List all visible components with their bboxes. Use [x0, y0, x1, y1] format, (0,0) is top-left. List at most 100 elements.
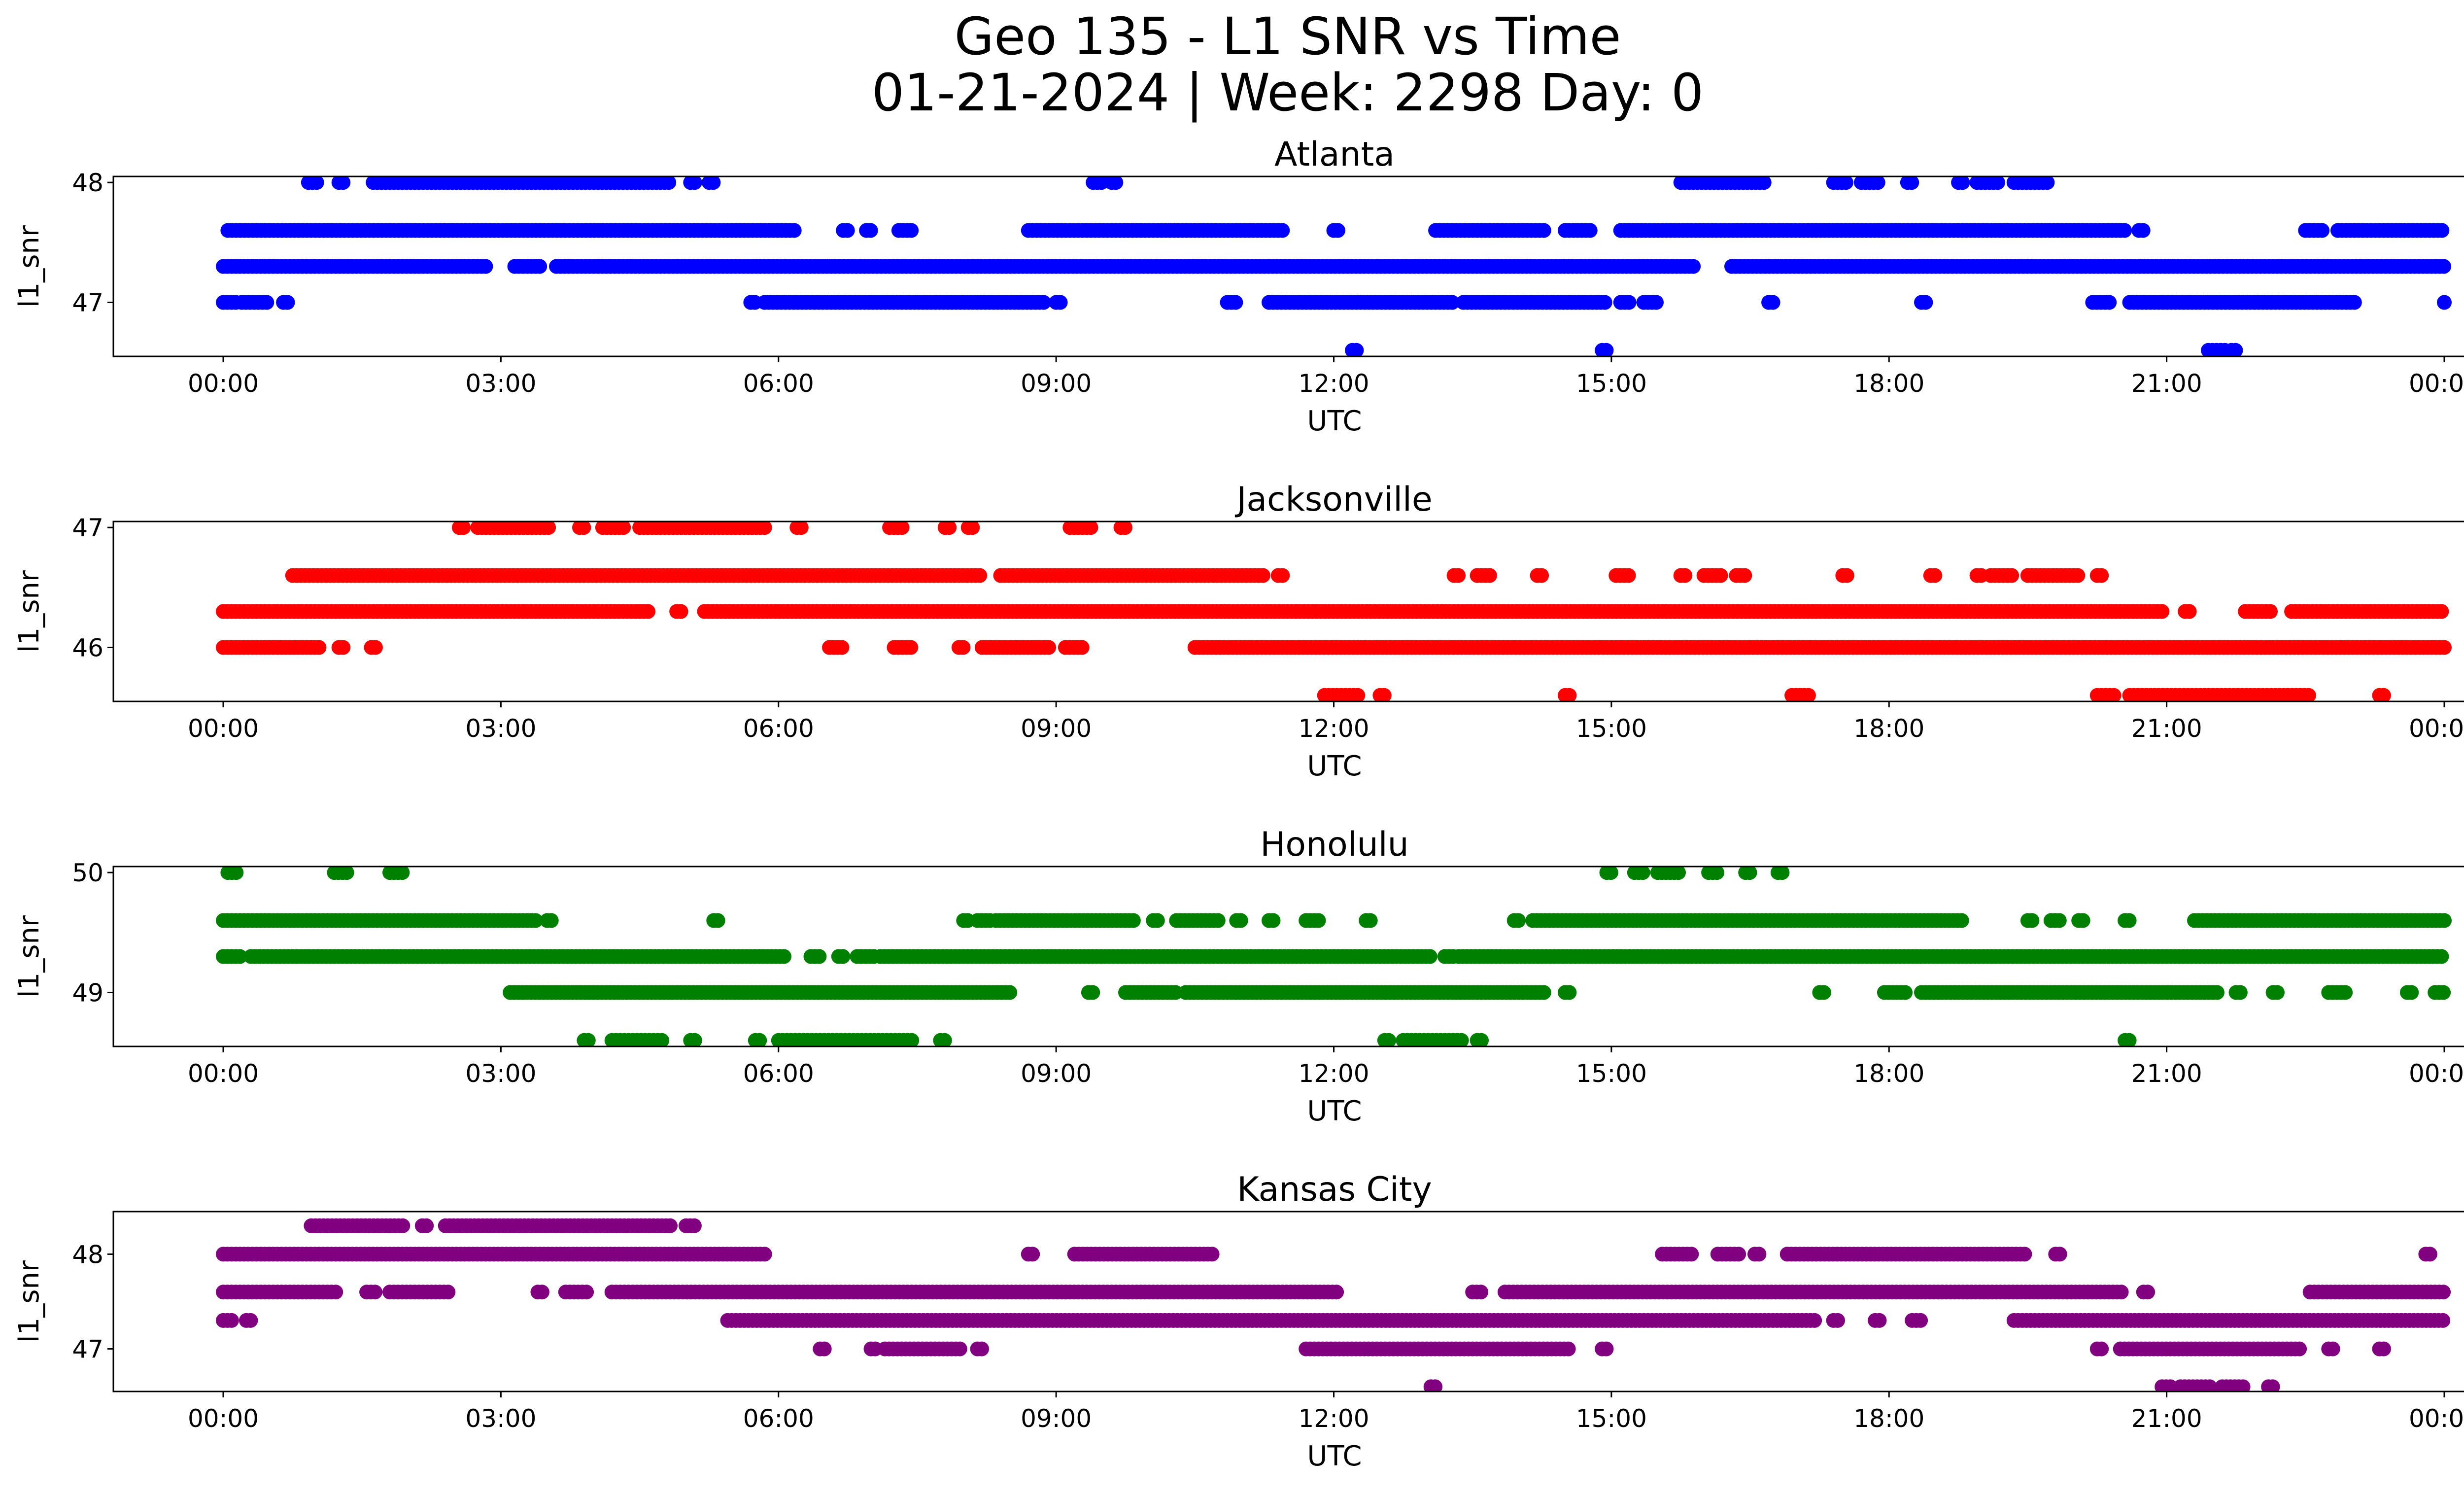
data-point	[311, 640, 327, 655]
x-tick-label: 06:00	[743, 1059, 814, 1088]
data-point	[1756, 176, 1772, 190]
data-point	[1381, 1033, 1397, 1046]
data-point	[1686, 259, 1701, 274]
data-point	[2437, 295, 2452, 310]
data-point	[1816, 985, 1831, 1000]
data-point	[2040, 176, 2055, 190]
data-point	[1710, 867, 1724, 880]
data-point	[309, 176, 324, 190]
x-tick-label: 15:00	[1576, 1059, 1647, 1088]
data-point	[2436, 1285, 2451, 1300]
data-points	[216, 1218, 2451, 1391]
data-point	[2437, 913, 2452, 928]
data-point	[2017, 1247, 2032, 1262]
data-point	[2315, 223, 2330, 238]
data-point	[1275, 568, 1290, 583]
data-point	[2122, 1033, 2137, 1046]
data-point	[1562, 688, 1577, 701]
data-point	[1002, 985, 1018, 1000]
x-axis-label: UTC	[1307, 750, 1362, 782]
data-point	[840, 223, 855, 238]
data-point	[456, 522, 471, 535]
data-point	[1053, 295, 1068, 310]
data-point	[2263, 604, 2278, 619]
data-point	[1350, 688, 1366, 701]
data-point	[1036, 295, 1051, 310]
data-point	[2117, 223, 2132, 238]
data-point	[1904, 176, 1919, 190]
x-tick-label: 00:00	[188, 369, 259, 398]
data-point	[441, 1285, 456, 1300]
data-point	[2436, 259, 2452, 274]
data-point	[894, 522, 910, 535]
subplot-title: Atlanta	[1274, 135, 1395, 174]
data-point	[2122, 913, 2137, 928]
data-point	[1228, 295, 1243, 310]
data-point	[534, 1285, 549, 1300]
data-point	[687, 1033, 702, 1046]
x-tick-label: 21:00	[2131, 1059, 2202, 1088]
data-point	[1731, 1247, 1746, 1262]
x-tick-label: 09:00	[1021, 714, 1092, 743]
x-tick-label: 00:00	[2409, 369, 2464, 398]
data-point	[1266, 913, 1281, 928]
data-points	[216, 176, 2452, 356]
data-point	[1233, 913, 1248, 928]
data-point	[1955, 176, 1970, 190]
data-point	[2376, 688, 2391, 701]
data-point	[904, 1033, 920, 1046]
data-point	[1838, 176, 1853, 190]
data-point	[1204, 1247, 1220, 1262]
data-point	[2102, 295, 2117, 310]
x-tick-label: 21:00	[2131, 369, 2202, 398]
data-point	[1582, 223, 1598, 238]
data-point	[1775, 867, 1790, 880]
data-point	[1621, 568, 1636, 583]
data-point	[1363, 913, 1378, 928]
data-point	[2228, 343, 2243, 356]
data-point	[812, 949, 827, 964]
data-point	[757, 1247, 772, 1262]
data-point	[2075, 913, 2090, 928]
data-point	[2155, 604, 2170, 619]
data-point	[1870, 176, 1885, 190]
data-point	[259, 295, 274, 310]
subplot-title: Honolulu	[1260, 825, 1408, 864]
data-point	[544, 913, 559, 928]
data-point	[1872, 1313, 1887, 1328]
subplot-title: Jacksonville	[1234, 480, 1432, 519]
data-point	[232, 949, 247, 964]
data-point	[1311, 913, 1326, 928]
data-point	[1599, 343, 1614, 356]
data-point	[965, 522, 980, 535]
data-point	[1684, 1247, 1699, 1262]
data-point	[2135, 223, 2151, 238]
data-point	[1671, 867, 1686, 880]
y-tick-label: 47	[72, 289, 103, 317]
data-point	[1331, 223, 1345, 238]
data-point	[1954, 913, 1969, 928]
data-point	[2232, 985, 2248, 1000]
data-point	[787, 223, 802, 238]
data-point	[1041, 640, 1057, 655]
data-point	[641, 604, 655, 619]
x-tick-label: 03:00	[465, 369, 536, 398]
y-axis-label: l1_snr	[13, 570, 45, 653]
data-point	[793, 522, 809, 535]
x-tick-label: 09:00	[1021, 1059, 1092, 1088]
data-point	[280, 295, 295, 310]
data-point	[2094, 568, 2109, 583]
data-point	[339, 867, 354, 880]
data-point	[1511, 913, 1526, 928]
data-point	[2004, 568, 2019, 583]
data-point	[1927, 568, 1943, 583]
data-point	[972, 568, 988, 583]
data-point	[2106, 688, 2122, 701]
data-point	[2052, 1247, 2067, 1262]
data-point	[706, 176, 721, 190]
data-point	[1473, 1285, 1489, 1300]
data-point	[2422, 1247, 2437, 1262]
data-point	[419, 1218, 434, 1233]
